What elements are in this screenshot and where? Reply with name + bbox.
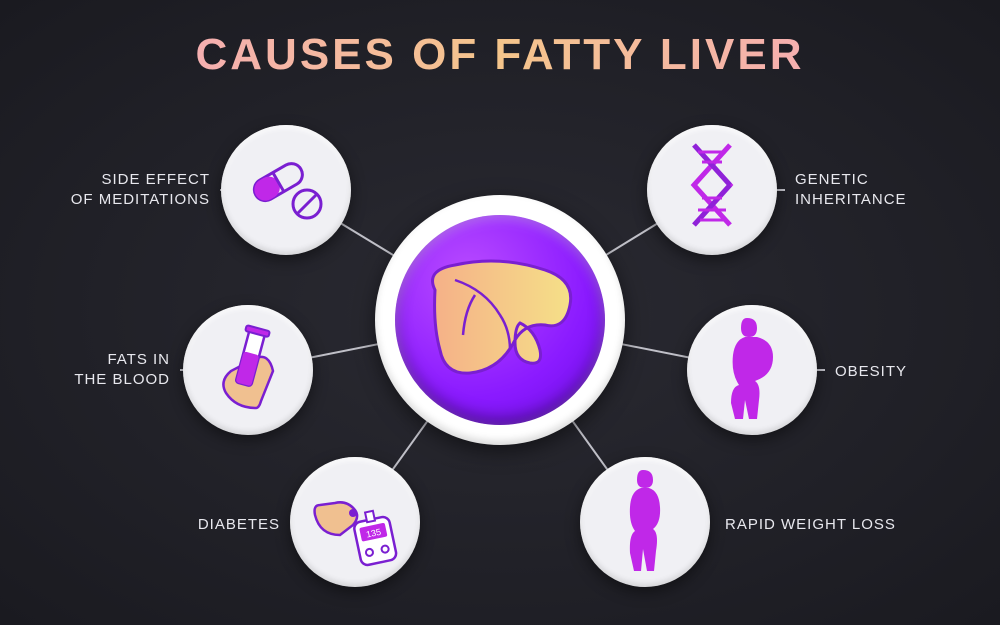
pills-icon <box>241 150 331 230</box>
label-medications: SIDE EFFECTOF MEDITATIONS <box>50 170 210 211</box>
node-diabetes: 135 <box>290 457 420 587</box>
glucometer-icon: 135 <box>305 475 405 570</box>
center-inner <box>395 215 605 425</box>
liver-icon <box>415 255 585 385</box>
node-genetic <box>647 125 777 255</box>
obese-person-icon <box>717 315 787 425</box>
person-icon <box>615 467 675 577</box>
node-fats-blood <box>183 305 313 435</box>
center-node <box>375 195 625 445</box>
node-weight-loss <box>580 457 710 587</box>
label-genetic: GENETICINHERITANCE <box>795 170 955 211</box>
node-medications <box>221 125 351 255</box>
label-fats-blood: FATS INTHE BLOOD <box>70 350 170 391</box>
node-obesity <box>687 305 817 435</box>
label-obesity: OBESITY <box>835 362 955 382</box>
test-tube-icon <box>201 323 296 418</box>
dna-icon <box>682 140 742 240</box>
label-weight-loss: RAPID WEIGHT LOSS <box>725 515 925 535</box>
label-diabetes: DIABETES <box>170 515 280 535</box>
infographic-title: CAUSES OF FATTY LIVER <box>0 30 1000 80</box>
